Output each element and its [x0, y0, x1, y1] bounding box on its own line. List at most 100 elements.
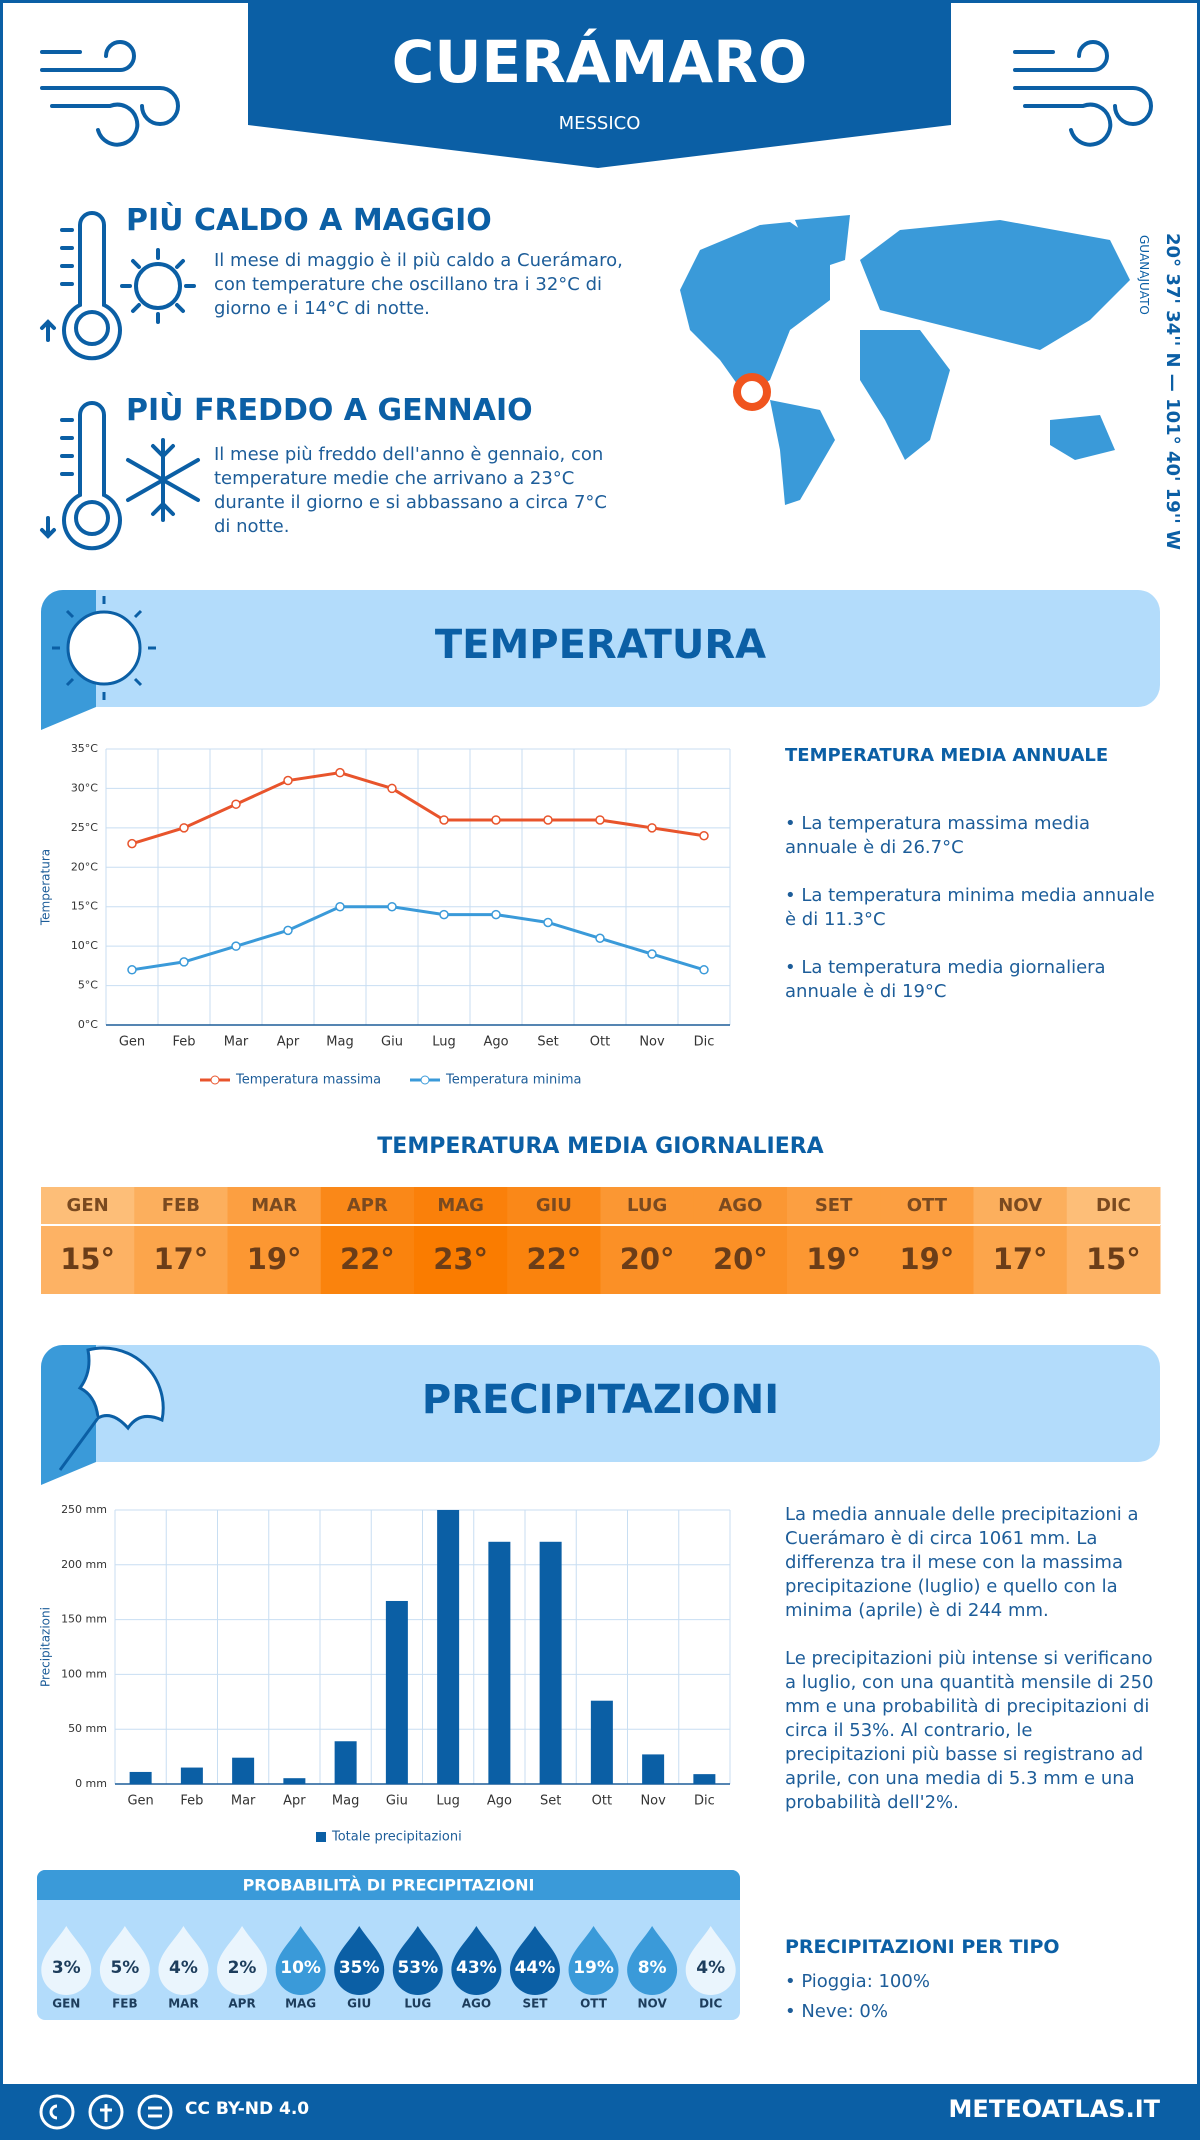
daily-header-cell — [41, 1187, 135, 1224]
license-icons — [39, 2094, 173, 2130]
point — [647, 823, 657, 833]
location-marker — [733, 373, 771, 411]
drop — [99, 1926, 150, 1995]
daily-value: 15° — [60, 1242, 115, 1276]
drop — [568, 1926, 619, 1995]
x-tick-label: Nov — [640, 1794, 666, 1809]
drop-label: 2% — [228, 1958, 257, 1978]
daily-month: MAR — [251, 1195, 297, 1216]
daily-cell — [414, 1225, 508, 1294]
x-tick-label: Giu — [381, 1035, 403, 1050]
drop-label: 53% — [397, 1958, 438, 1978]
daily-value: 19° — [899, 1242, 954, 1276]
drop-month: LUG — [404, 1997, 431, 2011]
x-tick-label: Apr — [277, 1035, 300, 1050]
x-tick-label: Ott — [592, 1794, 612, 1809]
type-item: • Neve: 0% — [785, 2001, 888, 2022]
bar — [642, 1754, 665, 1784]
bar — [693, 1774, 716, 1784]
bar — [283, 1778, 306, 1784]
footer-band — [0, 2084, 1200, 2140]
daily-cell — [507, 1225, 601, 1294]
y-axis-label: Temperatura — [39, 849, 53, 926]
coldest-title: PIÙ FREDDO A GENNAIO — [126, 393, 533, 428]
drop-label: 8% — [638, 1958, 667, 1978]
panel-title: PROBABILITÀ DI PRECIPITAZIONI — [243, 1876, 535, 1895]
x-tick-label: Gen — [119, 1035, 145, 1050]
point — [543, 917, 553, 928]
paragraph: Le precipitazioni più intense si verific… — [785, 1648, 1154, 1813]
drop — [451, 1926, 502, 1995]
daily-cell — [973, 1225, 1068, 1294]
drop-label: 43% — [456, 1958, 497, 1978]
drop-month: SET — [522, 1997, 548, 2011]
x-tick-label: Mar — [224, 1035, 249, 1050]
bar — [488, 1541, 511, 1784]
daily-cell — [227, 1225, 322, 1294]
umbrella-icon — [58, 1346, 165, 1471]
y-tick-label: 5°C — [78, 979, 98, 992]
point — [127, 838, 137, 849]
series-line — [131, 771, 705, 846]
daily-header-cell — [507, 1187, 601, 1224]
daily-value: 22° — [340, 1242, 395, 1276]
drop-label: 10% — [280, 1958, 321, 1978]
x-tick-label: Dic — [694, 1794, 715, 1809]
daily-month: OTT — [907, 1195, 948, 1216]
daily-cell — [41, 1225, 135, 1294]
site: METEOATLAS.IT — [948, 2095, 1160, 2123]
thermometer-icons — [40, 211, 200, 551]
drop-label: 3% — [52, 1958, 81, 1978]
bar — [232, 1757, 255, 1784]
x-tick-label: Feb — [172, 1035, 195, 1050]
temperature-summary-title: TEMPERATURA MEDIA ANNUALE — [785, 745, 1109, 766]
x-tick-label: Lug — [432, 1035, 456, 1050]
x-tick-label: Mag — [332, 1794, 359, 1809]
point — [543, 815, 553, 825]
country: MESSICO — [558, 113, 641, 134]
city-title: CUERÁMARO — [391, 28, 808, 96]
drop — [275, 1926, 326, 1995]
summary-item: • La temperatura minima media annuale è … — [785, 885, 1155, 930]
header-band — [248, 0, 951, 168]
point — [595, 933, 605, 944]
y-tick-label: 10°C — [71, 939, 98, 952]
drop-label: 44% — [515, 1958, 556, 1978]
y-tick-label: 250 mm — [61, 1503, 107, 1516]
daily-value: 20° — [620, 1242, 675, 1276]
x-tick-label: Mag — [326, 1035, 353, 1050]
x-tick-label: Gen — [127, 1794, 153, 1809]
summary-item: • La temperatura massima media annuale è… — [785, 813, 1091, 858]
banner-corner — [41, 1345, 96, 1485]
point — [491, 815, 501, 825]
daily-cell — [787, 1225, 881, 1294]
y-tick-label: 0°C — [78, 1018, 98, 1031]
drop-month: MAG — [285, 1997, 316, 2011]
y-tick-label: 30°C — [71, 781, 98, 794]
hottest-title: PIÙ CALDO A MAGGIO — [126, 203, 492, 238]
daily-month: GIU — [536, 1195, 572, 1216]
temperature-summary: • La temperatura massima media annuale è… — [785, 812, 1155, 1028]
drop-label: 4% — [696, 1958, 725, 1978]
region: GUANAJUATO — [1137, 235, 1151, 315]
legend-marker — [210, 1075, 220, 1085]
daily-title: TEMPERATURA MEDIA GIORNALIERA — [377, 1134, 824, 1159]
point — [647, 949, 657, 959]
point — [127, 965, 137, 975]
x-tick-label: Set — [540, 1794, 561, 1809]
type-item: • Pioggia: 100% — [785, 1971, 930, 1992]
y-tick-label: 150 mm — [61, 1613, 107, 1626]
daily-cell — [693, 1225, 788, 1294]
y-tick-label: 15°C — [71, 900, 98, 913]
daily-cell — [880, 1225, 974, 1294]
daily-header-cell — [227, 1187, 322, 1224]
world-map — [680, 215, 1130, 505]
daily-month: FEB — [162, 1195, 200, 1216]
x-tick-label: Set — [537, 1035, 558, 1050]
point — [699, 965, 709, 975]
sun-icon — [52, 596, 156, 700]
drop-label: 35% — [339, 1958, 380, 1978]
drop-month: FEB — [112, 1997, 138, 2011]
